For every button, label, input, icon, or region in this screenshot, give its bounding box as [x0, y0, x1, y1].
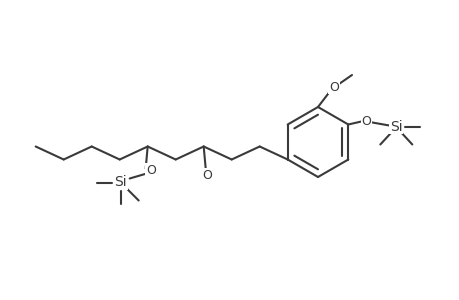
Text: O: O [146, 164, 155, 177]
Text: Si: Si [114, 176, 127, 190]
Text: O: O [361, 115, 370, 128]
Text: O: O [202, 169, 211, 182]
Text: O: O [328, 80, 338, 94]
Text: Si: Si [389, 119, 402, 134]
